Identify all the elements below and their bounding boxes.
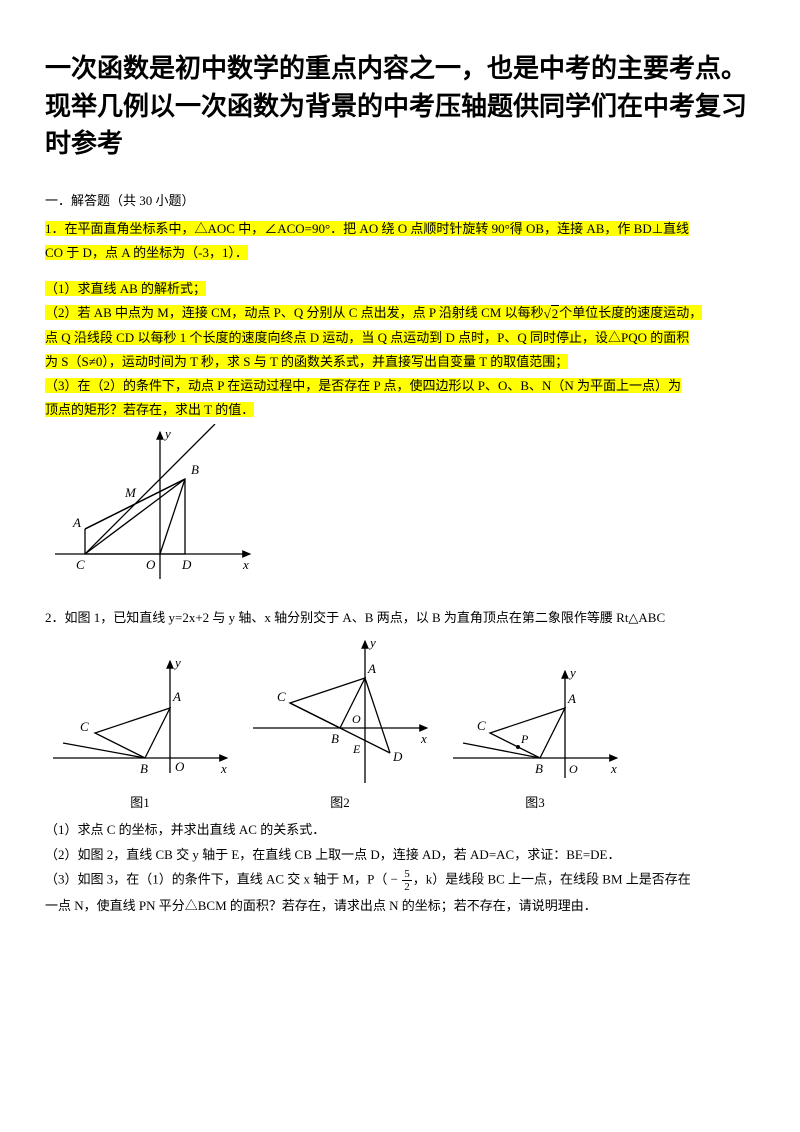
- svg-text:E: E: [352, 742, 361, 756]
- svg-text:C: C: [76, 557, 85, 572]
- question-2: 2．如图 1，已知直线 y=2x+2 与 y 轴、x 轴分别交于 A、B 两点，…: [45, 607, 755, 917]
- section-heading: 一．解答题（共 30 小题）: [45, 191, 755, 212]
- svg-text:O: O: [175, 759, 185, 774]
- svg-text:B: B: [331, 731, 339, 746]
- page-title: 一次函数是初中数学的重点内容之一，也是中考的主要考点。现举几例以一次函数为背景的…: [45, 50, 755, 163]
- q2-part3-line1: （3）如图 3，在（1）的条件下，直线 AC 交 x 轴于 M，P（ − 52，…: [45, 868, 755, 893]
- svg-text:y: y: [368, 635, 376, 650]
- svg-text:D: D: [392, 749, 403, 764]
- q1-part3b: 顶点的矩形？若存在，求出 T 的值．: [45, 402, 254, 417]
- q2-figure-2: A B C O E D x y: [245, 633, 435, 793]
- q1-stem-line1: 1．在平面直角坐标系中，△AOC 中，∠ACO=90°．把 AO 绕 O 点顺时…: [45, 221, 689, 236]
- svg-text:A: A: [367, 661, 376, 676]
- svg-text:B: B: [140, 761, 148, 776]
- svg-text:B: B: [191, 462, 199, 477]
- sqrt-icon: 2: [544, 303, 560, 325]
- q2-part1: （1）求点 C 的坐标，并求出直线 AC 的关系式．: [45, 819, 755, 841]
- fig1-caption: 图1: [45, 793, 235, 814]
- svg-text:y: y: [568, 665, 576, 680]
- svg-text:C: C: [80, 719, 89, 734]
- fig3-caption: 图3: [445, 793, 625, 814]
- fig2-caption: 图2: [245, 793, 435, 814]
- svg-text:A: A: [72, 515, 81, 530]
- q2-figure-1: A B C O x y: [45, 653, 235, 793]
- svg-text:y: y: [163, 426, 171, 441]
- svg-text:C: C: [277, 689, 286, 704]
- svg-text:D: D: [181, 557, 192, 572]
- svg-text:x: x: [220, 761, 227, 776]
- svg-text:x: x: [420, 731, 427, 746]
- q1-stem-line2: CO 于 D，点 A 的坐标为（-3，1）．: [45, 245, 248, 260]
- q1-part2b: 个单位长度的速度运动，: [559, 305, 702, 320]
- q1-part2d: 为 S（S≠0），运动时间为 T 秒，求 S 与 T 的函数关系式，并直接写出自…: [45, 354, 568, 369]
- q2-part3-line2: 一点 N，使直线 PN 平分△BCM 的面积？若存在，请求出点 N 的坐标；若不…: [45, 895, 755, 917]
- q1-figure: A B C O D M x y: [45, 424, 265, 589]
- fraction-icon: 52: [402, 868, 412, 893]
- q2-figure-row: A B C O x y 图1 A B C O: [45, 633, 755, 814]
- question-1: 1．在平面直角坐标系中，△AOC 中，∠ACO=90°．把 AO 绕 O 点顺时…: [45, 218, 755, 589]
- q1-part3a: （3）在（2）的条件下，动点 P 在运动过程中，是否存在 P 点，使四边形以 P…: [45, 378, 681, 393]
- svg-text:x: x: [610, 761, 617, 776]
- svg-text:A: A: [172, 689, 181, 704]
- q2-stem: 2．如图 1，已知直线 y=2x+2 与 y 轴、x 轴分别交于 A、B 两点，…: [45, 607, 755, 629]
- q1-part2c: 点 Q 沿线段 CD 以每秒 1 个长度的速度向终点 D 运动，当 Q 点运动到…: [45, 330, 689, 345]
- svg-text:M: M: [124, 485, 137, 500]
- q1-part1: （1）求直线 AB 的解析式；: [45, 281, 206, 296]
- svg-text:P: P: [520, 732, 529, 746]
- svg-text:O: O: [146, 557, 156, 572]
- svg-text:C: C: [477, 718, 486, 733]
- svg-text:O: O: [569, 762, 578, 776]
- svg-text:B: B: [535, 761, 543, 776]
- svg-text:x: x: [242, 557, 249, 572]
- q2-part2: （2）如图 2，直线 CB 交 y 轴于 E，在直线 CB 上取一点 D，连接 …: [45, 844, 755, 866]
- svg-text:y: y: [173, 655, 181, 670]
- q1-part2a: （2）若 AB 中点为 M，连接 CM，动点 P、Q 分别从 C 点出发，点 P…: [45, 305, 544, 320]
- svg-text:O: O: [352, 712, 361, 726]
- svg-text:A: A: [567, 691, 576, 706]
- q2-figure-3: A B C O P x y: [445, 663, 625, 793]
